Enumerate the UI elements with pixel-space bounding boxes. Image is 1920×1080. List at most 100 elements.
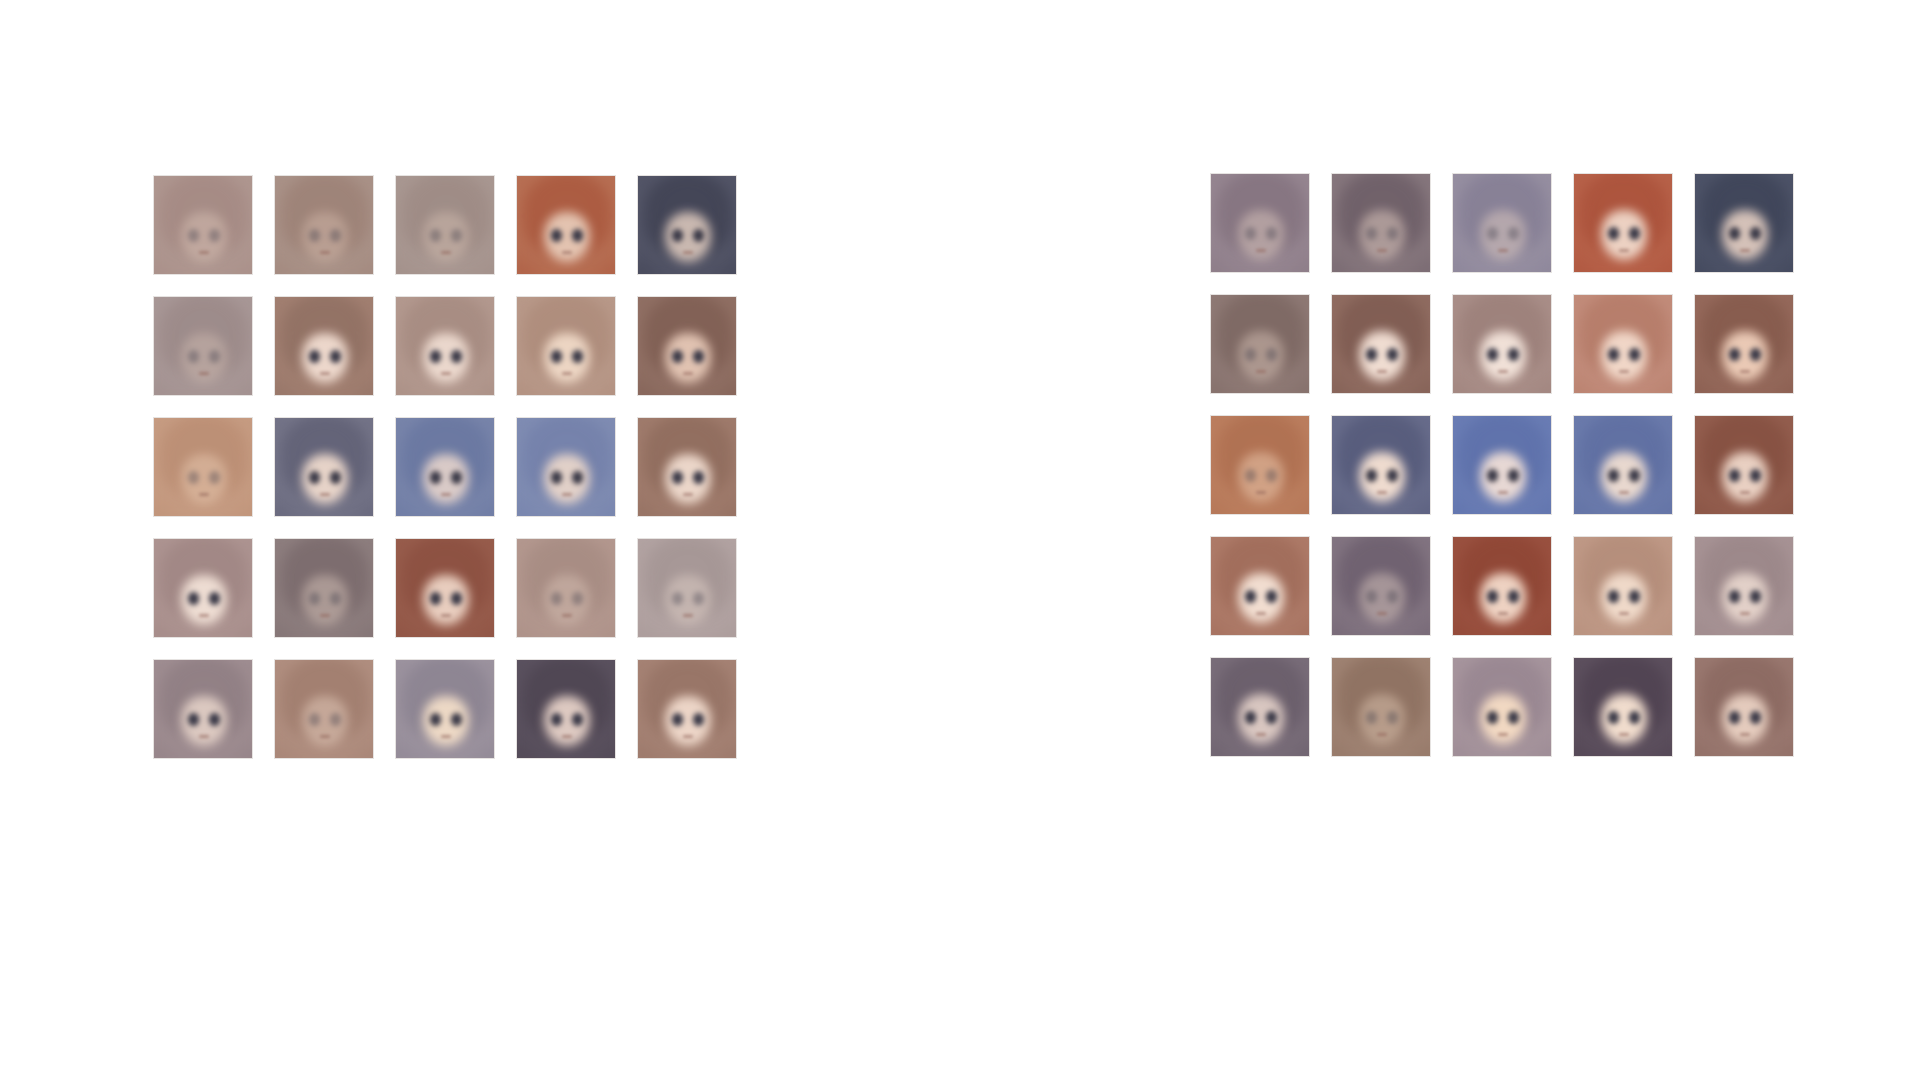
right-eye	[572, 471, 583, 484]
left-eye	[551, 350, 562, 363]
right-eye	[330, 713, 341, 726]
left-eye	[1366, 227, 1377, 240]
right-eye	[209, 471, 220, 484]
left-eye	[1245, 227, 1256, 240]
face-image-tile	[395, 538, 495, 638]
mouth	[1256, 249, 1266, 252]
left-eye	[672, 471, 683, 484]
mouth	[441, 735, 451, 738]
left-eye	[309, 713, 320, 726]
face-image-tile	[153, 417, 253, 517]
right-eye	[1387, 348, 1398, 361]
left-eye	[1729, 711, 1740, 724]
face-image-tile	[1210, 657, 1310, 757]
left-eye	[1729, 348, 1740, 361]
left-eye	[188, 713, 199, 726]
mouth	[1377, 733, 1387, 736]
mouth	[1619, 612, 1629, 615]
face-image-tile	[637, 296, 737, 396]
face-image-tile	[1573, 415, 1673, 515]
left-eye	[309, 229, 320, 242]
mouth	[1619, 249, 1629, 252]
mouth	[683, 614, 693, 617]
mouth	[1740, 612, 1750, 615]
right-eye	[451, 471, 462, 484]
face-image-tile	[516, 659, 616, 759]
face-image-tile	[1210, 415, 1310, 515]
right-eye	[1750, 590, 1761, 603]
left-eye	[1729, 469, 1740, 482]
face-image-tile	[637, 175, 737, 275]
right-eye	[1629, 590, 1640, 603]
left-eye	[1366, 590, 1377, 603]
face-image-tile	[395, 659, 495, 759]
mouth	[1377, 612, 1387, 615]
right-eye	[693, 592, 704, 605]
left-eye	[309, 471, 320, 484]
mouth	[199, 735, 209, 738]
right-eye	[451, 350, 462, 363]
left-eye	[430, 471, 441, 484]
left-eye	[1487, 469, 1498, 482]
mouth	[199, 614, 209, 617]
face-image-tile	[1694, 173, 1794, 273]
right-eye	[1629, 711, 1640, 724]
left-eye	[672, 229, 683, 242]
mouth	[562, 372, 572, 375]
right-eye	[1387, 227, 1398, 240]
left-eye	[1487, 348, 1498, 361]
face-image-tile	[153, 538, 253, 638]
face-image-tile	[637, 417, 737, 517]
right-eye	[1387, 590, 1398, 603]
mouth	[1619, 370, 1629, 373]
face-image-tile	[1331, 173, 1431, 273]
face-image-tile	[1573, 657, 1673, 757]
face-image-tile	[1452, 415, 1552, 515]
mouth	[1256, 491, 1266, 494]
face-image-tile	[1331, 536, 1431, 636]
left-eye	[188, 592, 199, 605]
mouth	[441, 251, 451, 254]
left-eye	[1729, 590, 1740, 603]
left-eye	[672, 713, 683, 726]
right-eye	[451, 229, 462, 242]
left-face-grid	[153, 175, 737, 759]
mouth	[1619, 733, 1629, 736]
mouth	[1740, 491, 1750, 494]
face-image-tile	[1452, 657, 1552, 757]
left-eye	[672, 592, 683, 605]
right-eye	[1750, 227, 1761, 240]
left-eye	[1245, 590, 1256, 603]
mouth	[1498, 612, 1508, 615]
left-eye	[430, 229, 441, 242]
face-image-tile	[516, 175, 616, 275]
mouth	[320, 614, 330, 617]
right-eye	[1508, 348, 1519, 361]
right-face-grid	[1210, 173, 1794, 757]
left-eye	[1245, 348, 1256, 361]
face-image-tile	[274, 538, 374, 638]
mouth	[199, 251, 209, 254]
left-eye	[551, 229, 562, 242]
right-eye	[693, 350, 704, 363]
right-eye	[1750, 711, 1761, 724]
face-image-tile	[395, 296, 495, 396]
left-eye	[1608, 348, 1619, 361]
face-image-tile	[1694, 657, 1794, 757]
mouth	[1498, 491, 1508, 494]
face-image-tile	[1452, 536, 1552, 636]
mouth	[683, 735, 693, 738]
left-eye	[1245, 711, 1256, 724]
left-eye	[188, 350, 199, 363]
left-eye	[1608, 711, 1619, 724]
right-eye	[1387, 469, 1398, 482]
left-eye	[430, 592, 441, 605]
mouth	[199, 372, 209, 375]
right-eye	[330, 229, 341, 242]
right-eye	[1629, 227, 1640, 240]
mouth	[1740, 733, 1750, 736]
left-eye	[1487, 711, 1498, 724]
right-eye	[1387, 711, 1398, 724]
left-eye	[1608, 590, 1619, 603]
